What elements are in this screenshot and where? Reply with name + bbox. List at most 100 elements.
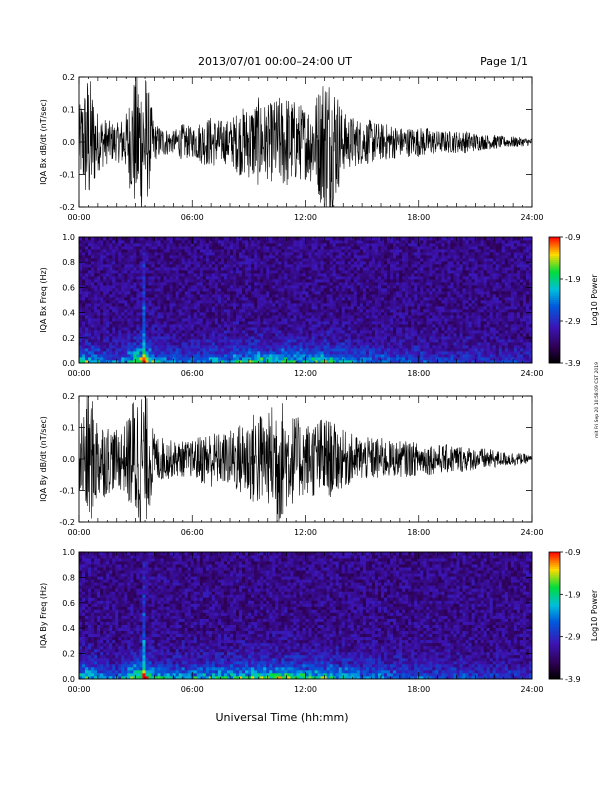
heatmap-cell	[377, 339, 382, 343]
heatmap-cell	[299, 357, 303, 361]
heatmap-cell	[85, 267, 89, 271]
heatmap-cell	[317, 303, 321, 307]
heatmap-cell	[184, 249, 189, 253]
heatmap-cell	[305, 330, 309, 334]
heatmap-cell	[196, 261, 201, 265]
heatmap-cell	[94, 258, 98, 262]
heatmap-cell	[377, 261, 382, 265]
heatmap-cell	[377, 282, 382, 286]
heatmap-cell	[260, 264, 264, 268]
heatmap-cell	[299, 246, 303, 250]
heatmap-cell	[311, 288, 315, 292]
heatmap-cell	[278, 255, 282, 259]
heatmap-cell	[133, 321, 137, 325]
heatmap-cell	[181, 261, 186, 265]
heatmap-cell	[371, 342, 376, 346]
heatmap-cell	[184, 270, 189, 274]
heatmap-cell	[420, 267, 424, 271]
heatmap-cell	[139, 243, 143, 247]
heatmap-cell	[106, 240, 110, 244]
heatmap-cell	[136, 294, 140, 298]
heatmap-cell	[329, 303, 334, 307]
heatmap-cell	[399, 324, 403, 328]
heatmap-cell	[344, 282, 349, 286]
heatmap-cell	[151, 357, 155, 361]
heatmap-cell	[233, 321, 237, 325]
heatmap-cell	[254, 357, 258, 361]
heatmap-cell	[151, 258, 155, 262]
heatmap-cell	[239, 327, 243, 331]
heatmap-cell	[79, 330, 83, 334]
heatmap-cell	[408, 309, 412, 313]
heatmap-cell	[290, 261, 294, 265]
heatmap-cell	[408, 255, 412, 259]
heatmap-cell	[175, 261, 180, 265]
heatmap-cell	[115, 342, 119, 346]
heatmap-cell	[374, 291, 379, 295]
heatmap-cell	[254, 336, 258, 340]
heatmap-cell	[214, 258, 219, 262]
heatmap-cell	[118, 288, 122, 292]
heatmap-cell	[217, 279, 222, 283]
heatmap-cell	[217, 270, 222, 274]
heatmap-cell	[308, 264, 312, 268]
heatmap-cell	[148, 300, 152, 304]
heatmap-cell	[94, 357, 98, 361]
heatmap-cell	[320, 252, 325, 256]
heatmap-cell	[160, 321, 164, 325]
heatmap-cell	[106, 312, 110, 316]
heatmap-cell	[263, 270, 267, 274]
heatmap-cell	[423, 276, 427, 280]
heatmap-cell	[217, 333, 222, 337]
heatmap-cell	[423, 336, 427, 340]
heatmap-cell	[344, 324, 349, 328]
heatmap-cell	[230, 240, 234, 244]
heatmap-cell	[163, 312, 167, 316]
heatmap-cell	[223, 288, 228, 292]
heatmap-cell	[79, 321, 83, 325]
heatmap-cell	[139, 237, 143, 241]
heatmap-cell	[172, 279, 177, 283]
heatmap-cell	[350, 336, 355, 340]
heatmap-cell	[368, 288, 373, 292]
heatmap-cell	[181, 306, 186, 310]
heatmap-cell	[190, 300, 195, 304]
heatmap-cell	[426, 342, 430, 346]
heatmap-cell	[254, 330, 258, 334]
heatmap-cell	[365, 345, 370, 349]
heatmap-cell	[344, 240, 349, 244]
heatmap-cell	[287, 279, 291, 283]
heatmap-cell	[124, 249, 128, 253]
heatmap-cell	[350, 300, 355, 304]
heatmap-cell	[130, 264, 134, 268]
heatmap-cell	[362, 240, 367, 244]
heatmap-cell	[305, 339, 309, 343]
heatmap-cell	[290, 318, 294, 322]
heatmap-cell	[190, 276, 195, 280]
heatmap-cell	[148, 240, 152, 244]
heatmap-cell	[281, 279, 285, 283]
heatmap-cell	[384, 354, 388, 358]
heatmap-cell	[257, 351, 261, 355]
heatmap-cell	[172, 249, 177, 253]
heatmap-cell	[275, 357, 279, 361]
heatmap-cell	[88, 321, 92, 325]
heatmap-cell	[341, 336, 346, 340]
heatmap-cell	[356, 237, 361, 241]
heatmap-cell	[384, 285, 388, 289]
heatmap-cell	[109, 240, 113, 244]
heatmap-cell	[299, 312, 303, 316]
heatmap-cell	[127, 339, 131, 343]
heatmap-cell	[377, 264, 382, 268]
heatmap-cell	[269, 276, 273, 280]
heatmap-cell	[284, 303, 288, 307]
heatmap-cell	[405, 282, 409, 286]
heatmap-cell	[130, 243, 134, 247]
heatmap-cell	[365, 300, 370, 304]
heatmap-cell	[317, 330, 321, 334]
heatmap-cell	[338, 261, 343, 265]
heatmap-cell	[408, 270, 412, 274]
heatmap-cell	[275, 327, 279, 331]
heatmap-cell	[148, 279, 152, 283]
heatmap-cell	[347, 339, 352, 343]
